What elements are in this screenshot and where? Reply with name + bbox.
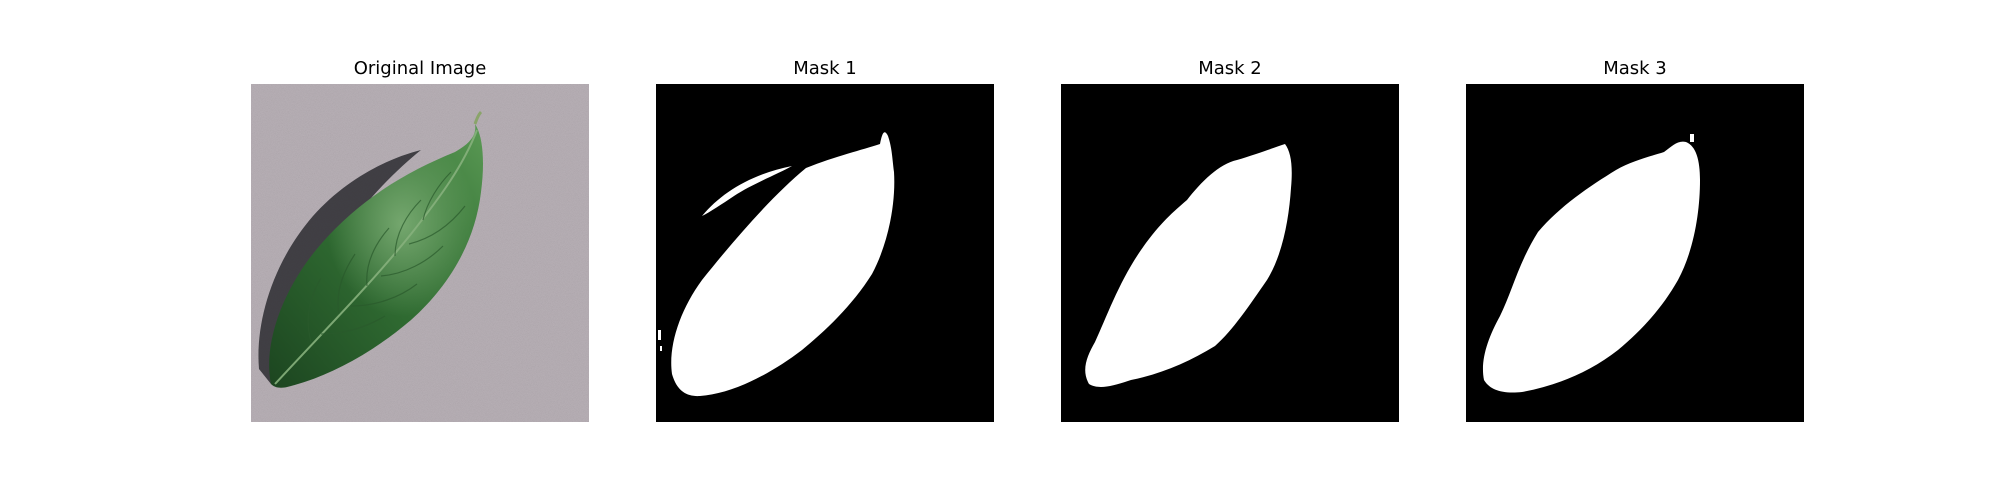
mask-1-image [656,84,994,422]
mask-2-image [1061,84,1399,422]
original-image-title: Original Image [353,58,487,79]
mask-3-title: Mask 3 [1603,58,1667,79]
original-image-panel: Original Image [251,0,589,500]
mask-1-panel: Mask 1 [656,0,994,500]
mask-1-title: Mask 1 [793,58,857,79]
mask-3-image [1466,84,1804,422]
mask-2-panel: Mask 2 [1061,0,1399,500]
mask-2-title: Mask 2 [1198,58,1262,79]
original-leaf-photo [251,84,589,422]
mask-3-panel: Mask 3 [1466,0,1804,500]
